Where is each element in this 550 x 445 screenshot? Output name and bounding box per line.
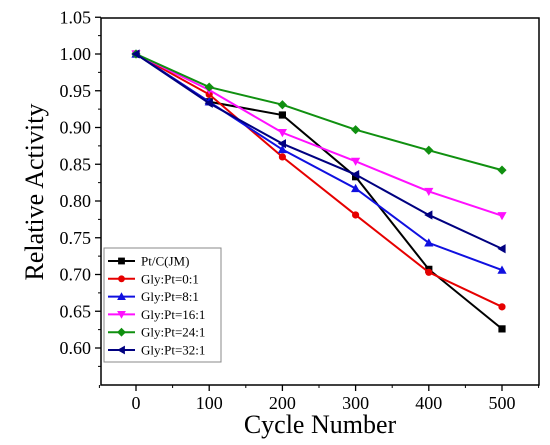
legend-label: Gly:Pt=8:1 [141, 289, 199, 304]
legend-label: Gly:Pt=24:1 [141, 325, 205, 340]
marker [131, 49, 140, 59]
series-line [135, 53, 503, 217]
marker [497, 244, 506, 254]
marker [498, 303, 506, 311]
marker [424, 187, 434, 197]
y-tick-label: 0.95 [60, 81, 92, 101]
marker [277, 129, 287, 138]
x-tick-label: 0 [132, 393, 141, 413]
series [131, 49, 507, 175]
legend-label: Gly:Pt=0:1 [141, 271, 199, 286]
x-axis-title: Cycle Number [244, 410, 397, 439]
y-tick-label: 0.60 [60, 338, 92, 358]
legend-label: Pt/C(JM) [141, 254, 189, 269]
legend: Pt/C(JM) Gly:Pt=0:1 Gly:Pt=8:1 Gly:Pt=16:1 G… [103, 247, 222, 363]
series-group [131, 49, 507, 333]
y-tick-label: 0.90 [60, 118, 92, 138]
marker [277, 144, 287, 154]
x-tick-label: 500 [489, 393, 516, 413]
legend-label: Gly:Pt=32:1 [141, 343, 205, 358]
y-tick-label: 0.70 [60, 265, 92, 285]
marker [277, 139, 286, 149]
y-tick-label: 0.80 [60, 191, 92, 211]
marker [118, 275, 125, 283]
marker [118, 257, 125, 265]
y-tick-label: 0.85 [60, 154, 92, 174]
marker [204, 82, 214, 92]
marker [425, 268, 433, 276]
y-axis-title: Relative Activity [20, 104, 49, 281]
marker [204, 98, 213, 108]
x-tick-label: 100 [196, 393, 223, 413]
series-line [135, 53, 503, 172]
y-tick-label: 0.65 [60, 301, 92, 321]
y-tick-label: 1.00 [60, 44, 92, 64]
marker [117, 311, 126, 319]
marker [424, 145, 434, 155]
marker [351, 125, 361, 135]
legend-box [103, 247, 222, 363]
marker [351, 169, 360, 180]
x-tick-label: 200 [269, 393, 296, 413]
marker [352, 211, 360, 219]
marker [497, 165, 507, 175]
y-tick-label: 0.75 [60, 228, 92, 248]
marker [497, 265, 507, 274]
marker [424, 238, 434, 247]
marker [278, 153, 286, 161]
marker [498, 325, 506, 333]
marker [117, 327, 126, 337]
x-tick-label: 300 [342, 393, 369, 413]
marker [277, 100, 287, 110]
marker [497, 212, 507, 221]
x-tick-label: 400 [415, 393, 442, 413]
series [131, 49, 507, 274]
marker [351, 157, 361, 166]
marker [117, 292, 126, 300]
series-line [135, 53, 503, 272]
y-tick-label: 1.05 [60, 7, 92, 27]
series [131, 50, 507, 221]
series [131, 49, 506, 254]
marker [424, 210, 433, 220]
marker [351, 183, 361, 193]
legend-label: Gly:Pt=16:1 [141, 307, 205, 322]
series-line [135, 53, 503, 308]
marker [278, 111, 286, 119]
series-line [135, 53, 503, 250]
axis-ticks: 0 100 200 300 400 500 0.60 0.65 0.70 0.75 0.80 0.85… [60, 7, 540, 413]
marker [117, 345, 125, 355]
